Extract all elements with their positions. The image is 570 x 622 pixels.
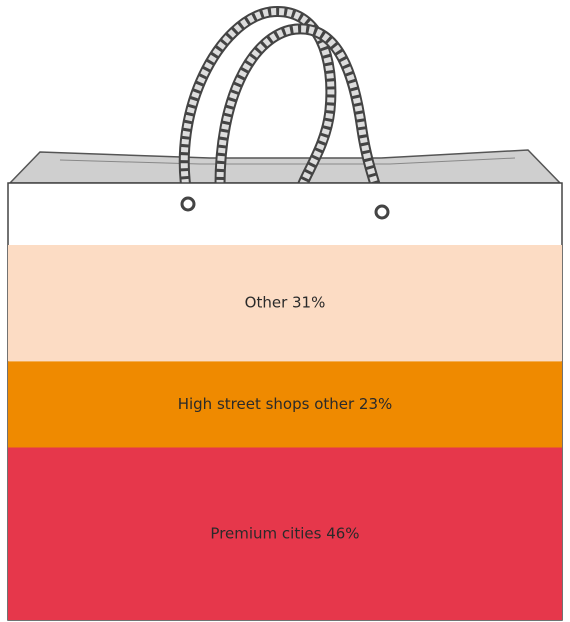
chart: Premium cities 46% High street shops othe… [0, 0, 570, 622]
segment-label: High street shops other 23% [178, 395, 393, 413]
segment-label: Other 31% [245, 294, 326, 312]
segments: Premium cities 46% High street shops othe… [8, 245, 562, 620]
segment-label: Premium cities 46% [210, 524, 359, 542]
